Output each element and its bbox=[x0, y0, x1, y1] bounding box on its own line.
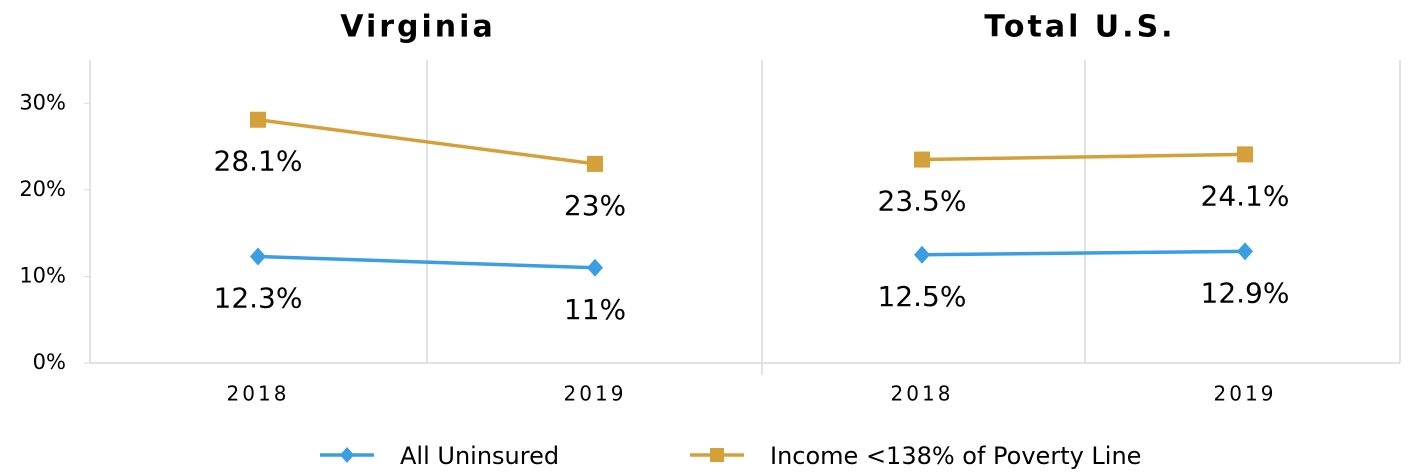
data-label: 12.5% bbox=[878, 280, 967, 313]
y-tick-label: 30% bbox=[19, 90, 66, 114]
data-label: 23.5% bbox=[878, 185, 967, 218]
y-tick-label: 20% bbox=[19, 177, 66, 201]
x-tick-label: 2019 bbox=[1214, 382, 1277, 406]
data-label: 23% bbox=[564, 189, 626, 222]
marker bbox=[587, 258, 603, 277]
data-label: 12.9% bbox=[1201, 276, 1290, 309]
legend-label: All Uninsured bbox=[400, 442, 559, 470]
data-label: 24.1% bbox=[1201, 179, 1290, 212]
data-label: 11% bbox=[564, 293, 626, 326]
legend-marker bbox=[710, 448, 724, 462]
series-line bbox=[921, 249, 1246, 257]
y-tick-label: 0% bbox=[33, 350, 66, 374]
x-tick-label: 2018 bbox=[227, 382, 290, 406]
x-tick-label: 2019 bbox=[564, 382, 627, 406]
marker bbox=[587, 155, 603, 172]
legend-marker bbox=[340, 447, 354, 463]
series-line bbox=[257, 254, 596, 270]
marker bbox=[1237, 146, 1253, 163]
legend-label: Income <138% of Poverty Line bbox=[770, 442, 1141, 470]
marker bbox=[1237, 242, 1253, 261]
chart-title: Total U.S. bbox=[984, 10, 1175, 45]
series-line bbox=[257, 117, 596, 166]
x-tick-label: 2018 bbox=[891, 382, 954, 406]
data-label: 12.3% bbox=[214, 282, 303, 315]
marker bbox=[914, 151, 930, 168]
marker bbox=[914, 245, 930, 264]
y-tick-label: 10% bbox=[19, 263, 66, 287]
data-label: 28.1% bbox=[214, 145, 303, 178]
marker bbox=[250, 247, 266, 266]
series-line bbox=[921, 152, 1246, 162]
chart-title: Virginia bbox=[340, 10, 495, 45]
marker bbox=[250, 111, 266, 128]
